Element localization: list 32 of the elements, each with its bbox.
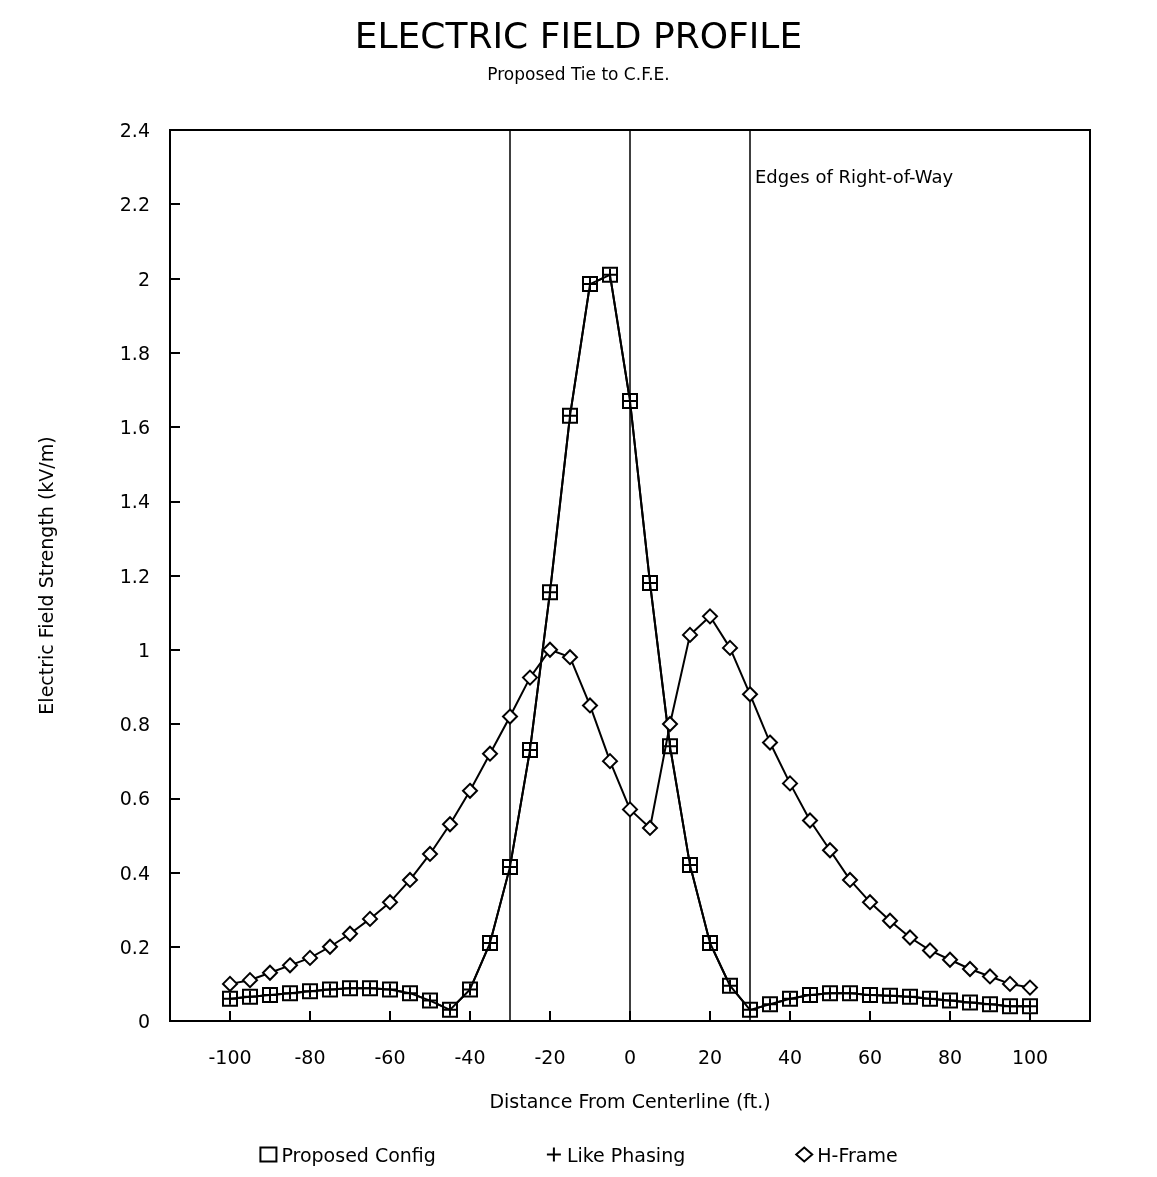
y-tick-label: 0.4 [119,861,150,884]
y-tick-label: 1.8 [119,341,150,364]
x-tick-label: 100 [1011,1045,1049,1068]
x-tick-label: 60 [857,1045,883,1068]
y-tick-label: 0.6 [119,787,150,810]
y-tick-label: 1.6 [119,416,150,438]
y-tick-label: 2.2 [119,193,150,216]
y-axis-title: Electric Field Strength (kV/m) [34,436,57,715]
x-tick-label: 20 [697,1045,723,1068]
legend-label: Like Phasing [566,1143,686,1166]
chart-subtitle: Proposed Tie to C.F.E. [487,63,670,84]
y-tick-label: 0.8 [119,713,150,735]
y-tick-label: 1.4 [119,490,150,513]
y-tick-label: 2.4 [119,119,150,141]
x-tick-label: -80 [294,1045,326,1068]
y-tick-label: 1.2 [119,564,150,587]
x-tick-label: -40 [454,1045,486,1068]
chart-title: ELECTRIC FIELD PROFILE [354,14,803,56]
y-tick-label: 2 [137,267,150,290]
x-tick-label: 80 [937,1045,963,1068]
ref-line-label: Edges of Right-of-Way [755,165,954,187]
x-tick-label: -100 [208,1045,252,1068]
y-tick-label: 0.2 [119,935,150,958]
y-tick-label: 1 [137,638,150,661]
x-tick-label: -60 [374,1045,406,1068]
x-axis-title: Distance From Centerline (ft.) [489,1089,771,1112]
legend-label: Proposed Config [281,1143,436,1166]
x-tick-label: 0 [623,1045,637,1068]
x-tick-label: 40 [777,1045,803,1068]
legend-label: H-Frame [817,1143,898,1166]
x-tick-label: -20 [534,1045,566,1068]
y-tick-label: 0 [137,1010,150,1032]
